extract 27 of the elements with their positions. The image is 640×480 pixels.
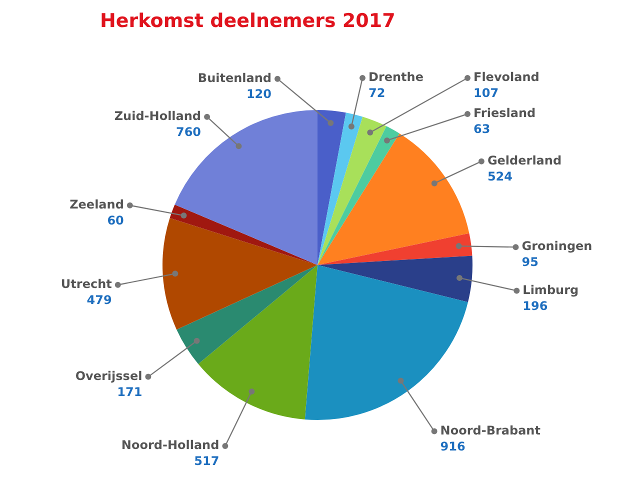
data-label: 60 [107, 213, 124, 228]
data-label: 107 [474, 86, 499, 100]
slice-label: Zuid-Holland [114, 108, 202, 123]
data-label: 524 [487, 169, 513, 184]
data-label: 196 [522, 298, 548, 313]
data-label: 120 [246, 86, 272, 101]
slice-label: Noord-Holland [121, 438, 220, 452]
slice-label: Friesland [474, 106, 536, 120]
slice-label: Limburg [522, 282, 579, 297]
slice-label: Drenthe [368, 70, 424, 84]
data-label: 517 [194, 454, 220, 468]
data-label: 916 [440, 439, 466, 454]
slice-label: Utrecht [60, 276, 112, 291]
data-label: 95 [522, 255, 538, 270]
data-label: 171 [117, 384, 142, 399]
chart-title: Herkomst deelnemers 2017 [100, 10, 396, 32]
slice-label: Flevoland [474, 70, 540, 84]
data-label: 72 [368, 86, 386, 100]
slice-label: Zeeland [70, 197, 124, 212]
data-label: 63 [474, 122, 490, 136]
slice-label: Noord-Brabant [440, 423, 541, 438]
slice-label: Groningen [522, 239, 592, 254]
slice-label: Gelderland [487, 153, 562, 168]
data-label: 479 [86, 292, 112, 307]
data-label: 760 [176, 124, 202, 139]
slice-label: Buitenland [198, 70, 272, 85]
slice-label: Overijssel [75, 368, 142, 383]
